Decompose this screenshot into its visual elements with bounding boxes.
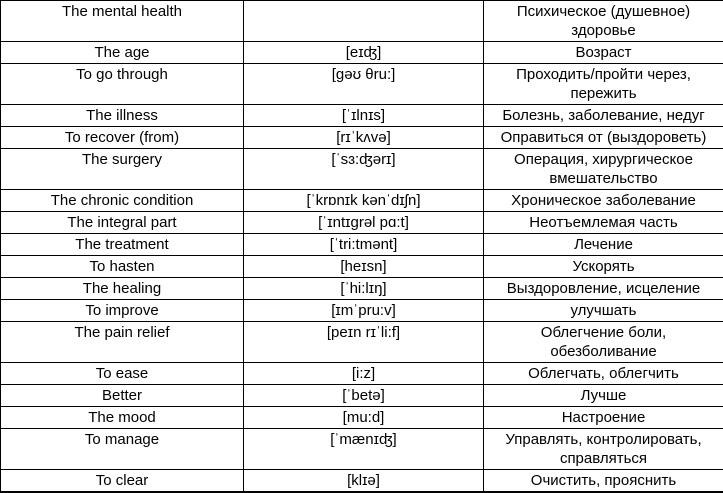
translation-cell: Ускорять	[483, 255, 723, 278]
translation-cell: Управлять, контролировать, справляться	[483, 428, 723, 470]
transcription-cell: [ˈɪntɪgrəl pɑ:t]	[243, 211, 484, 234]
table-row: To clear [klɪə] Очистить, прояснить	[0, 469, 723, 493]
translation-cell: Возраст	[483, 41, 723, 64]
transcription-cell: [klɪə]	[243, 469, 484, 493]
table-row: The healing [ˈhi:lɪŋ] Выздоровление, исц…	[0, 277, 723, 300]
term-cell: To manage	[0, 428, 244, 470]
table-row: The integral part [ˈɪntɪgrəl pɑ:t] Неотъ…	[0, 211, 723, 234]
translation-cell: Настроение	[483, 406, 723, 429]
term-cell: The age	[0, 41, 244, 64]
table-row: To go through [gəʊ θru:] Проходить/пройт…	[0, 63, 723, 105]
transcription-cell: [ˈtri:tmənt]	[243, 233, 484, 256]
term-cell: To ease	[0, 362, 244, 385]
table-row: To ease [i:z] Облегчать, облегчить	[0, 362, 723, 385]
term-cell: The chronic condition	[0, 189, 244, 212]
table-row: The mental health Психическое (душевное)…	[0, 0, 723, 42]
table-row: To recover (from) [rɪˈkʌvə] Оправиться о…	[0, 126, 723, 149]
translation-cell: Психическое (душевное) здоровье	[483, 0, 723, 42]
term-cell: Better	[0, 384, 244, 407]
term-cell: The treatment	[0, 233, 244, 256]
table-row: The age [eɪʤ] Возраст	[0, 41, 723, 64]
translation-cell: Облегчать, облегчить	[483, 362, 723, 385]
transcription-cell: [ˈmænɪʤ]	[243, 428, 484, 470]
term-cell: The pain relief	[0, 321, 244, 363]
table-row: Better [ˈbetə] Лучше	[0, 384, 723, 407]
table-row: To hasten [heɪsn] Ускорять	[0, 255, 723, 278]
term-cell: The integral part	[0, 211, 244, 234]
translation-cell: Болезнь, заболевание, недуг	[483, 104, 723, 127]
translation-cell: Оправиться от (выздороветь)	[483, 126, 723, 149]
table-row: To manage [ˈmænɪʤ] Управлять, контролиро…	[0, 428, 723, 470]
transcription-cell: [heɪsn]	[243, 255, 484, 278]
transcription-cell: [ˈɪlnɪs]	[243, 104, 484, 127]
transcription-cell: [ɪmˈpru:v]	[243, 299, 484, 322]
term-cell: The healing	[0, 277, 244, 300]
translation-cell: Лучше	[483, 384, 723, 407]
term-cell: The mood	[0, 406, 244, 429]
transcription-cell	[243, 0, 484, 42]
translation-cell: Выздоровление, исцеление	[483, 277, 723, 300]
transcription-cell: [ˈhi:lɪŋ]	[243, 277, 484, 300]
table-row: The pain relief [peɪn rɪˈli:f] Облегчени…	[0, 321, 723, 363]
translation-cell: Операция, хирургическое вмешательство	[483, 148, 723, 190]
table-row: To improve [ɪmˈpru:v] улучшать	[0, 299, 723, 322]
translation-cell: Хроническое заболевание	[483, 189, 723, 212]
translation-cell: Проходить/пройти через, пережить	[483, 63, 723, 105]
term-cell: To recover (from)	[0, 126, 244, 149]
transcription-cell: [ˈkrɒnɪk kənˈdɪʃn]	[243, 189, 484, 212]
transcription-cell: [rɪˈkʌvə]	[243, 126, 484, 149]
table-row: The treatment [ˈtri:tmənt] Лечение	[0, 233, 723, 256]
term-cell: To go through	[0, 63, 244, 105]
translation-cell: Облегчение боли, обезболивание	[483, 321, 723, 363]
term-cell: To clear	[0, 469, 244, 493]
translation-cell: Очистить, прояснить	[483, 469, 723, 493]
translation-cell: Неотъемлемая часть	[483, 211, 723, 234]
transcription-cell: [peɪn rɪˈli:f]	[243, 321, 484, 363]
transcription-cell: [mu:d]	[243, 406, 484, 429]
table-row: The mood [mu:d] Настроение	[0, 406, 723, 429]
term-cell: The illness	[0, 104, 244, 127]
table-row: The illness [ˈɪlnɪs] Болезнь, заболевани…	[0, 104, 723, 127]
term-cell: The mental health	[0, 0, 244, 42]
translation-cell: Лечение	[483, 233, 723, 256]
transcription-cell: [eɪʤ]	[243, 41, 484, 64]
term-cell: To improve	[0, 299, 244, 322]
term-cell: To hasten	[0, 255, 244, 278]
transcription-cell: [gəʊ θru:]	[243, 63, 484, 105]
term-cell: The surgery	[0, 148, 244, 190]
transcription-cell: [ˈsɜ:ʤərɪ]	[243, 148, 484, 190]
table-row: The chronic condition [ˈkrɒnɪk kənˈdɪʃn]…	[0, 189, 723, 212]
transcription-cell: [ˈbetə]	[243, 384, 484, 407]
translation-cell: улучшать	[483, 299, 723, 322]
table-row: The surgery [ˈsɜ:ʤərɪ] Операция, хирурги…	[0, 148, 723, 190]
transcription-cell: [i:z]	[243, 362, 484, 385]
